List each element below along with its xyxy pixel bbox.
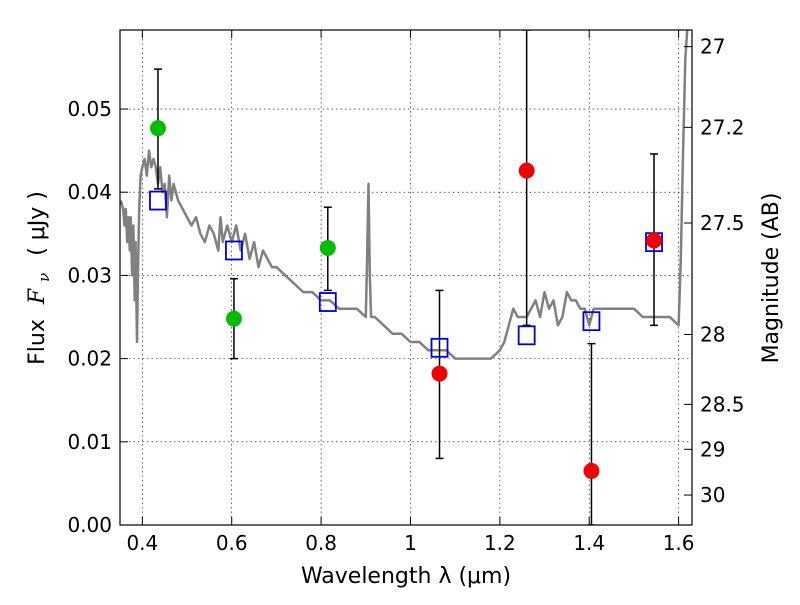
detections bbox=[149, 120, 336, 327]
x-tick-label: 1.2 bbox=[484, 531, 516, 555]
x-tick-label: 0.4 bbox=[126, 531, 158, 555]
detection-point bbox=[319, 239, 336, 256]
plot-background bbox=[120, 30, 692, 525]
model-point bbox=[430, 337, 449, 358]
x-tick-label: 1.4 bbox=[573, 531, 605, 555]
right-tick-label: 29 bbox=[700, 437, 725, 461]
non-detection-point bbox=[518, 162, 535, 179]
model-point bbox=[517, 325, 536, 346]
x-axis-label: Wavelength λ (μm) bbox=[301, 564, 511, 589]
y-axis-label-symbol: F bbox=[25, 288, 50, 305]
model-point bbox=[582, 311, 601, 332]
x-tick-label: 0.8 bbox=[305, 531, 337, 555]
right-tick-label: 27 bbox=[700, 35, 725, 59]
non-detection-point bbox=[583, 462, 600, 479]
model-spectrum bbox=[120, 30, 689, 360]
non-detections bbox=[431, 162, 663, 479]
spectrum-line bbox=[120, 30, 689, 360]
y-tick-label: 0.02 bbox=[67, 347, 112, 371]
y-axis-label-unit: ( μJy ) bbox=[25, 191, 50, 256]
model-point bbox=[149, 190, 167, 211]
y-axis-label-text: Flux bbox=[25, 319, 50, 365]
detection-point bbox=[225, 310, 242, 327]
right-axis-label: Magnitude (AB) bbox=[759, 193, 784, 364]
x-tick-label: 0.6 bbox=[216, 531, 248, 555]
right-tick-label: 28.5 bbox=[700, 392, 745, 416]
x-tick-label: 1.6 bbox=[663, 531, 695, 555]
y-tick-label: 0.01 bbox=[67, 430, 112, 454]
right-tick-label: 30 bbox=[700, 483, 725, 507]
y-axis-label: Flux F ν ( μJy ) bbox=[25, 191, 55, 365]
grid bbox=[120, 30, 692, 525]
y-tick-label: 0.03 bbox=[67, 263, 112, 287]
plot-frame bbox=[119, 29, 693, 526]
x-tick-label: 1 bbox=[404, 531, 417, 555]
right-tick-label: 27.5 bbox=[700, 211, 745, 235]
y-tick-label: 0.00 bbox=[67, 513, 112, 537]
detection-point bbox=[149, 120, 166, 137]
model-photometry bbox=[149, 190, 663, 358]
right-tick-label: 27.2 bbox=[700, 115, 745, 139]
y-tick-label: 0.05 bbox=[67, 97, 112, 121]
y-axis-label-subscript: ν bbox=[35, 273, 53, 282]
model-point bbox=[225, 240, 243, 261]
ticks: 0.4 0.6 0.8 1 1.2 1.4 1.6 0.00 0.01 0.02 0.03 0.04 0… bbox=[67, 30, 745, 555]
non-detection-point bbox=[431, 365, 448, 382]
y-tick-label: 0.04 bbox=[67, 180, 112, 204]
svg-text:Flux F ν: Flux F ν ( μJy ) bbox=[25, 191, 55, 365]
non-detection-point bbox=[646, 232, 663, 249]
right-tick-label: 28 bbox=[700, 322, 725, 346]
model-point bbox=[318, 292, 337, 312]
